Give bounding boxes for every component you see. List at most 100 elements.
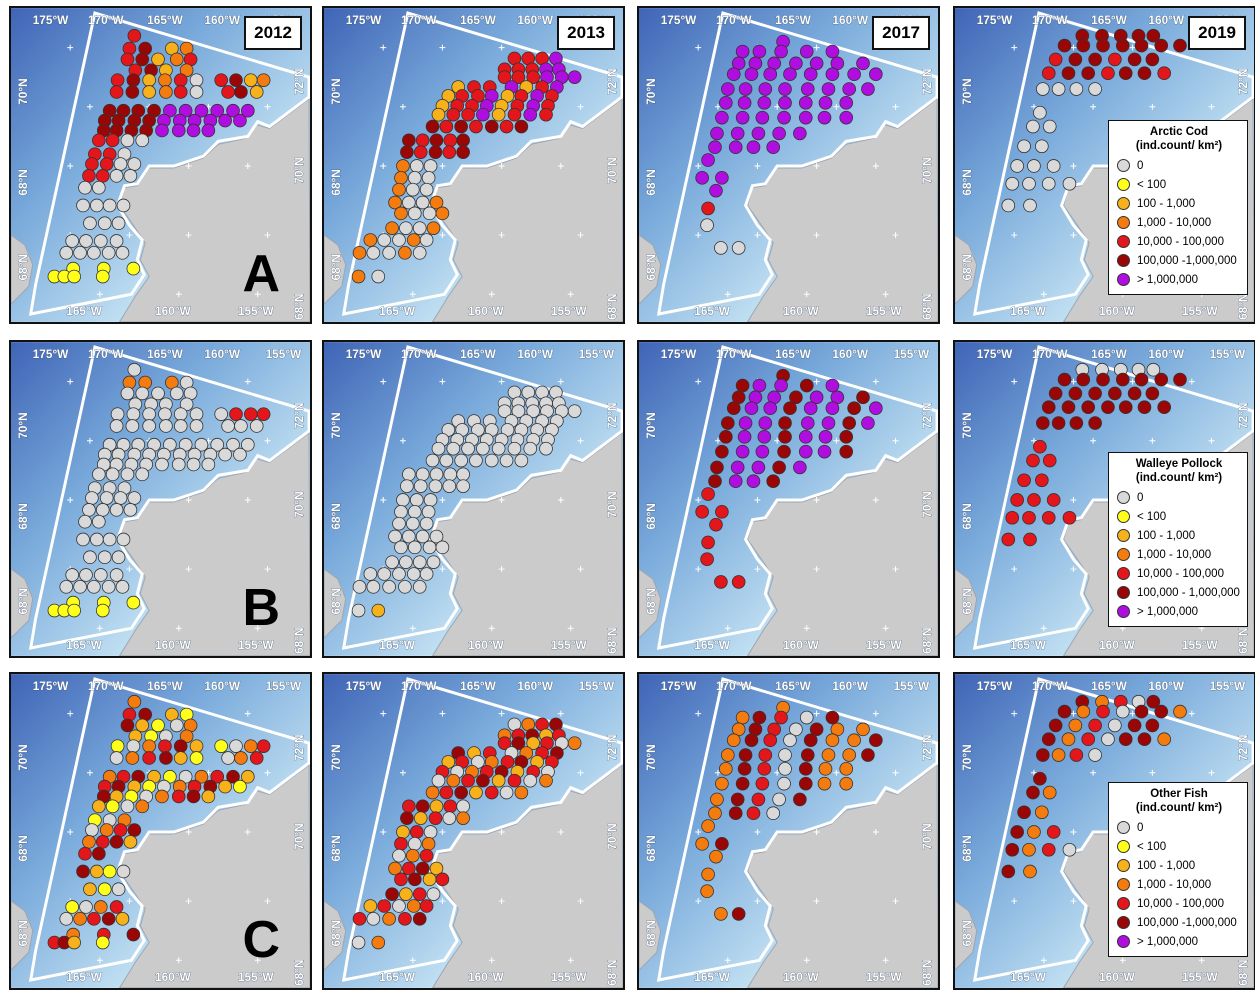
- station-point: [435, 872, 450, 887]
- station-point: [101, 246, 116, 260]
- station-point: [179, 729, 194, 744]
- station-point: [398, 246, 412, 260]
- legend-label: 0: [1137, 821, 1144, 834]
- station-point: [1001, 198, 1016, 213]
- legend-title: Other Fish: [1150, 788, 1208, 800]
- station-point: [735, 110, 750, 125]
- lat-label-right: 68°N: [1236, 627, 1250, 653]
- lat-label-left: 70°N: [329, 744, 343, 770]
- station-point: [173, 751, 188, 765]
- station-point: [1115, 704, 1130, 719]
- station-point: [351, 603, 366, 618]
- lat-label-right: 68°N: [920, 293, 934, 319]
- station-point: [1118, 66, 1133, 81]
- station-point: [1118, 732, 1133, 747]
- legend-label: 1,000 - 10,000: [1137, 548, 1212, 561]
- station-point: [155, 457, 169, 472]
- graticule-cross: [399, 437, 406, 444]
- station-point: [402, 133, 416, 148]
- station-point: [1041, 400, 1056, 415]
- station-point: [163, 103, 177, 118]
- station-point: [431, 773, 446, 788]
- lon-label-top: 175°W: [661, 679, 697, 693]
- lon-label-top: 165°W: [147, 679, 183, 693]
- legend-label: 0: [1137, 159, 1144, 172]
- graticule-cross: [67, 378, 74, 385]
- station-point: [715, 171, 729, 185]
- graticule-cross: [244, 829, 251, 835]
- graticule-cross: [695, 232, 702, 239]
- lon-label-bottom: 160°W: [1099, 970, 1135, 984]
- station-point: [469, 119, 483, 134]
- station-point: [777, 444, 791, 459]
- station-point: [111, 216, 126, 231]
- station-point: [110, 407, 125, 421]
- station-point: [442, 145, 457, 159]
- station-point: [726, 733, 741, 748]
- station-point: [752, 44, 767, 59]
- station-point: [1005, 842, 1020, 857]
- station-point: [127, 823, 142, 837]
- legend-swatch: [1117, 178, 1130, 191]
- legend-swatch: [1117, 159, 1130, 172]
- lat-label-left: 70°N: [644, 412, 658, 438]
- lon-label-bottom: 160°W: [1099, 638, 1135, 652]
- station-point: [751, 460, 766, 475]
- legend-label: 100 - 1,000: [1137, 859, 1196, 872]
- station-point: [821, 748, 836, 762]
- station-point: [109, 234, 124, 248]
- station-point: [90, 864, 104, 879]
- station-point: [1146, 694, 1161, 709]
- graticule-cross: [774, 103, 781, 110]
- station-point: [763, 401, 778, 416]
- station-point: [173, 419, 188, 433]
- lon-label-top: 175°W: [346, 679, 382, 693]
- legend-swatch: [1117, 840, 1130, 853]
- graticule-cross: [399, 769, 406, 776]
- station-point: [443, 467, 458, 482]
- station-point: [392, 516, 406, 531]
- station-point: [719, 762, 733, 776]
- station-point: [1023, 532, 1037, 547]
- station-point: [243, 739, 258, 753]
- lon-label-top: 175°W: [33, 347, 69, 361]
- station-point: [695, 171, 709, 185]
- station-point: [352, 580, 367, 594]
- station-point: [443, 799, 458, 814]
- station-point: [842, 748, 856, 762]
- station-point: [377, 233, 392, 247]
- station-point: [1017, 805, 1031, 820]
- legend-label: 100 - 1,000: [1137, 197, 1196, 210]
- station-point: [803, 67, 818, 82]
- station-point: [1101, 66, 1115, 81]
- station-point: [256, 73, 271, 87]
- legend-item: > 1,000,000: [1117, 270, 1241, 289]
- station-point: [1017, 473, 1031, 488]
- station-point: [446, 773, 461, 788]
- map-panel: 175°W 170°W 165°W 160°W 155°W 165°W 160°W 155°W…: [322, 340, 625, 658]
- legend-label: 1,000 - 10,000: [1137, 878, 1212, 891]
- lon-label-top: 155°W: [894, 679, 930, 693]
- graticule-cross: [833, 437, 840, 444]
- station-point: [818, 430, 833, 444]
- station-point: [406, 516, 420, 531]
- station-point: [419, 848, 434, 863]
- graticule-cross: [409, 957, 416, 964]
- graticule-cross: [577, 898, 584, 905]
- station-point: [1027, 825, 1041, 839]
- station-point: [491, 773, 506, 788]
- graticule-cross: [577, 566, 584, 573]
- land-russia: [955, 568, 978, 639]
- station-point: [758, 748, 773, 762]
- graticule-cross: [1090, 769, 1097, 776]
- station-point: [817, 444, 832, 459]
- station-point: [110, 73, 125, 87]
- station-point: [407, 540, 422, 555]
- lon-label-top: 165°W: [1091, 13, 1127, 27]
- lon-label-bottom: 160°W: [468, 970, 504, 984]
- lat-label-right: 70°N: [920, 823, 934, 849]
- station-point: [1010, 493, 1024, 507]
- station-point: [757, 762, 772, 776]
- legend-label: 10,000 - 100,000: [1137, 897, 1224, 910]
- station-point: [249, 85, 264, 99]
